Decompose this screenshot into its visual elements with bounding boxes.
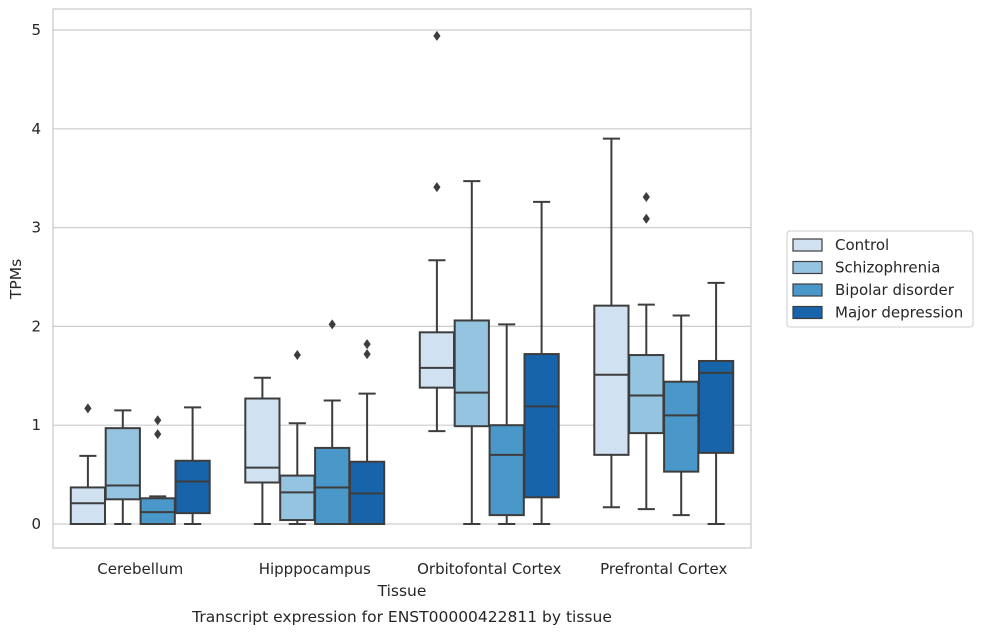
box-iqr xyxy=(244,397,281,484)
y-tick-label: 1 xyxy=(31,416,41,434)
outlier-point xyxy=(642,191,650,202)
x-tick-labels: Cerebellum Hipppocampus Orbitofontal Corte… xyxy=(97,560,727,578)
y-tick-label: 2 xyxy=(31,317,41,335)
y-tick-labels: 0 1 2 3 4 5 xyxy=(31,21,41,533)
box-iqr xyxy=(593,304,630,456)
box-bipolar-disorder xyxy=(314,319,351,526)
outlier-point xyxy=(293,350,301,361)
outlier-point xyxy=(363,339,371,350)
y-axis-label: TPMs xyxy=(7,259,25,300)
box-schizophrenia xyxy=(453,180,490,525)
y-tick-label: 0 xyxy=(31,515,41,533)
box-iqr xyxy=(104,427,141,501)
legend-swatch xyxy=(792,283,823,297)
y-tick-label: 3 xyxy=(31,219,41,237)
box-schizophrenia xyxy=(279,350,316,525)
outlier-point xyxy=(84,403,92,414)
box-groups xyxy=(69,30,735,526)
box-iqr xyxy=(663,380,700,473)
box-control xyxy=(593,137,630,509)
box-iqr xyxy=(279,474,316,522)
box-major-depression xyxy=(348,339,386,526)
box-iqr xyxy=(453,319,490,428)
box-iqr xyxy=(314,446,351,526)
outlier-point xyxy=(433,182,441,193)
outlier-point xyxy=(328,319,336,330)
x-tick-label: Orbitofontal Cortex xyxy=(417,560,561,578)
x-tick-label: Prefrontal Cortex xyxy=(600,560,727,578)
legend-swatch xyxy=(792,238,823,252)
box-iqr xyxy=(69,486,107,525)
legend: Control Schizophrenia Bipolar disorder Majo… xyxy=(786,230,974,328)
plot-frame xyxy=(52,8,752,549)
box-schizophrenia xyxy=(628,191,665,511)
y-tick-label: 5 xyxy=(31,21,41,39)
legend-label: Schizophrenia xyxy=(835,259,940,277)
box-iqr xyxy=(174,459,211,515)
box-iqr xyxy=(523,353,560,499)
y-tick-label: 4 xyxy=(31,120,41,138)
x-tick-label: Cerebellum xyxy=(97,560,183,578)
legend-label: Bipolar disorder xyxy=(835,281,955,299)
box-control xyxy=(69,403,107,525)
x-axis-label: Tissue xyxy=(377,582,427,600)
legend-label: Major depression xyxy=(835,304,963,322)
box-iqr xyxy=(418,331,456,389)
outlier-point xyxy=(154,429,162,440)
outlier-point xyxy=(154,415,162,426)
box-major-depression xyxy=(174,406,211,525)
legend-label: Control xyxy=(835,236,889,254)
box-iqr xyxy=(488,424,525,517)
box-control xyxy=(244,376,281,525)
box-bipolar-disorder xyxy=(139,415,176,526)
outlier-point xyxy=(363,349,371,360)
box-iqr xyxy=(697,359,735,454)
grid-lines xyxy=(53,29,751,525)
legend-frame xyxy=(786,230,974,328)
box-iqr xyxy=(628,354,665,435)
legend-swatch xyxy=(792,305,823,320)
box-schizophrenia xyxy=(104,409,141,525)
box-major-depression xyxy=(697,281,735,525)
outlier-point xyxy=(433,30,441,41)
box-control xyxy=(418,30,456,433)
box-bipolar-disorder xyxy=(663,314,700,517)
x-tick-label: Hipppocampus xyxy=(259,560,371,578)
chart-caption: Transcript expression for ENST0000042281… xyxy=(191,608,612,626)
outlier-point xyxy=(642,213,650,224)
box-bipolar-disorder xyxy=(488,323,525,525)
box-major-depression xyxy=(523,200,560,525)
legend-swatch xyxy=(792,260,823,275)
